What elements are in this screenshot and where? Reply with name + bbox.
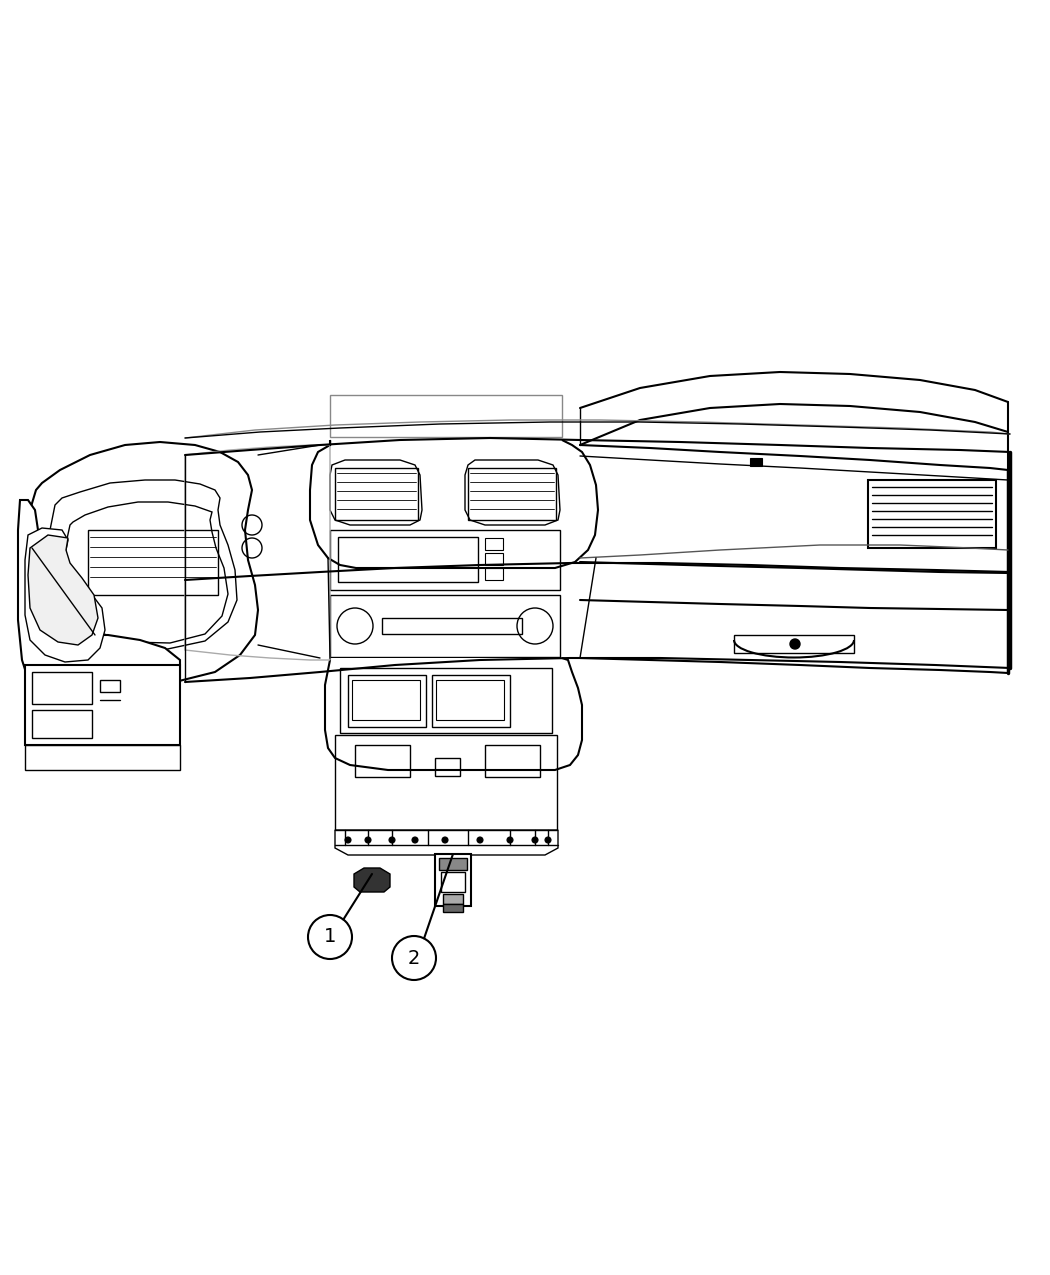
Bar <box>468 468 556 520</box>
Bar <box>485 745 540 776</box>
Circle shape <box>477 836 483 843</box>
Bar <box>432 674 510 727</box>
Bar <box>348 674 426 727</box>
Polygon shape <box>50 479 237 650</box>
Text: 2: 2 <box>407 949 420 968</box>
Polygon shape <box>354 868 390 892</box>
Bar <box>382 618 522 634</box>
Circle shape <box>392 936 436 980</box>
Text: 1: 1 <box>323 927 336 946</box>
Bar <box>335 468 418 520</box>
Polygon shape <box>465 460 560 525</box>
Circle shape <box>308 915 352 959</box>
Bar <box>25 745 180 770</box>
Circle shape <box>545 836 551 843</box>
Bar <box>88 530 218 595</box>
Bar <box>435 759 460 776</box>
Bar <box>439 858 467 870</box>
Bar <box>443 904 463 912</box>
Bar <box>338 537 478 581</box>
Polygon shape <box>310 440 598 567</box>
Polygon shape <box>65 502 228 643</box>
Circle shape <box>442 836 448 843</box>
Bar <box>750 458 762 465</box>
Bar <box>32 710 92 738</box>
Bar <box>330 595 560 657</box>
Polygon shape <box>330 460 422 525</box>
Bar <box>335 734 556 830</box>
Bar <box>485 567 503 580</box>
Circle shape <box>388 836 395 843</box>
Bar <box>485 538 503 550</box>
Polygon shape <box>18 500 180 715</box>
Circle shape <box>345 836 351 843</box>
Circle shape <box>412 836 418 843</box>
Bar <box>330 530 560 590</box>
Polygon shape <box>326 658 582 770</box>
Bar <box>441 872 465 892</box>
Circle shape <box>790 639 800 649</box>
Polygon shape <box>28 536 98 645</box>
Circle shape <box>507 836 513 843</box>
Bar <box>340 668 552 733</box>
Bar <box>435 854 471 907</box>
Bar <box>734 635 854 653</box>
Bar <box>32 672 92 704</box>
Bar <box>355 745 410 776</box>
Polygon shape <box>28 442 258 682</box>
Bar <box>485 553 503 565</box>
Polygon shape <box>25 528 105 662</box>
Bar <box>330 395 562 437</box>
Circle shape <box>365 836 371 843</box>
Circle shape <box>532 836 538 843</box>
Bar <box>443 894 463 904</box>
Bar <box>100 680 120 692</box>
Bar <box>868 479 996 548</box>
Bar <box>25 666 180 745</box>
